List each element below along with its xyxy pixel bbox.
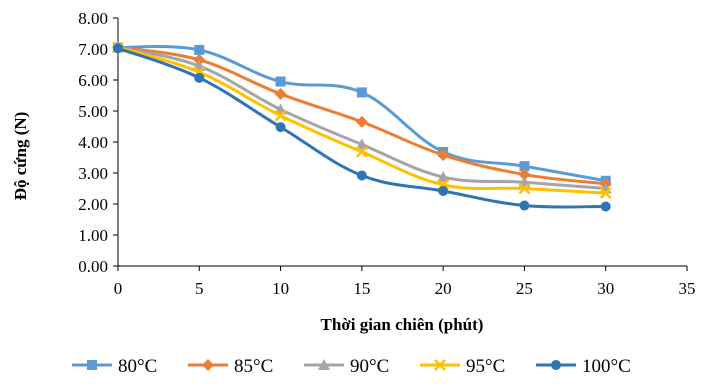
y-tick-label: 2.00	[78, 195, 108, 214]
data-point	[599, 187, 612, 200]
data-point	[437, 149, 450, 162]
legend-label: 90°C	[350, 356, 389, 377]
x-tick-label: 35	[679, 279, 696, 298]
x-axis-title: Thời gian chiên (phút)	[321, 315, 484, 334]
y-tick-label: 0.00	[78, 257, 108, 276]
legend-item: 100°C	[536, 356, 631, 377]
series-line	[116, 45, 608, 183]
data-point	[355, 138, 368, 150]
x-tick-label: 5	[195, 279, 204, 298]
x-tick-label: 20	[435, 279, 452, 298]
x-tick-label: 15	[353, 279, 370, 298]
data-point	[518, 182, 531, 195]
data-point	[194, 72, 205, 83]
x-tick-label: 0	[114, 279, 123, 298]
legend-item: 85°C	[188, 356, 273, 377]
legend-swatch-marker	[434, 359, 446, 371]
y-tick-label: 8.00	[78, 9, 108, 28]
legend-label: 100°C	[582, 356, 631, 377]
x-tick-label: 10	[272, 279, 289, 298]
legend-swatch-marker	[551, 360, 561, 370]
x-tick-label: 30	[597, 279, 614, 298]
data-point	[355, 146, 368, 158]
legend-swatch-marker	[87, 360, 97, 370]
series-0	[113, 42, 611, 186]
legend-item: 90°C	[304, 356, 389, 377]
data-point	[275, 76, 286, 87]
data-point	[356, 87, 367, 98]
data-point	[438, 185, 449, 196]
data-point	[193, 53, 206, 66]
data-point	[356, 170, 367, 181]
y-tick-label: 4.00	[78, 133, 108, 152]
data-point	[519, 161, 530, 172]
legend-swatch-marker	[202, 359, 214, 371]
y-tick-label: 6.00	[78, 71, 108, 90]
data-point	[518, 168, 531, 181]
y-tick-label: 5.00	[78, 102, 108, 121]
legend-swatch-marker	[318, 359, 330, 370]
axes-layer: 0.00 1.00 2.00 3.00 4.00 5.00 6.00 7.00 8.00 0 5 10…	[78, 9, 695, 298]
legend-label: 80°C	[118, 356, 157, 377]
legend-label: 85°C	[234, 356, 273, 377]
y-axis-title: Độ cứng (N)	[11, 112, 30, 201]
series-layer	[112, 41, 612, 212]
legend-label: 95°C	[466, 356, 505, 377]
y-tick-label: 1.00	[78, 226, 108, 245]
data-point	[600, 201, 611, 212]
legend-item: 80°C	[72, 356, 157, 377]
data-point	[437, 171, 450, 183]
y-tick-label: 7.00	[78, 40, 108, 59]
data-point	[355, 115, 368, 128]
legend-item: 95°C	[420, 356, 505, 377]
data-point	[274, 87, 287, 100]
x-tick-label: 25	[516, 279, 533, 298]
data-point	[275, 122, 286, 133]
series-4	[113, 43, 611, 212]
data-point	[113, 43, 123, 54]
data-point	[519, 200, 530, 211]
data-point	[274, 109, 287, 122]
legend: 80°C 85°C 90°C 95°C 100°C	[72, 356, 631, 377]
y-tick-label: 3.00	[78, 164, 108, 183]
data-point	[194, 44, 205, 55]
